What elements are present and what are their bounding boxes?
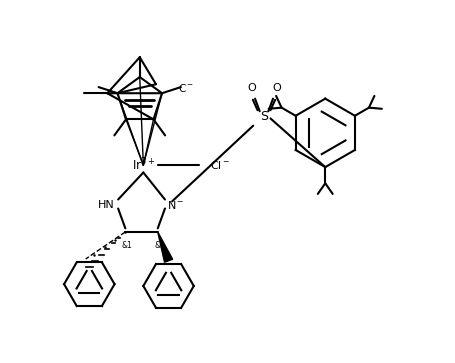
Text: N$^-$: N$^-$ [167,199,184,211]
Text: &1: &1 [121,241,132,250]
Text: Ir$^{3+}$: Ir$^{3+}$ [131,157,155,174]
Polygon shape [157,232,172,262]
Text: O: O [247,83,255,93]
Text: Cl$^-$: Cl$^-$ [210,159,230,171]
Text: &1: &1 [154,241,165,250]
Text: O: O [272,83,280,93]
Text: HN: HN [97,200,114,210]
Text: C$^-$: C$^-$ [177,82,193,94]
Text: S: S [259,110,268,123]
